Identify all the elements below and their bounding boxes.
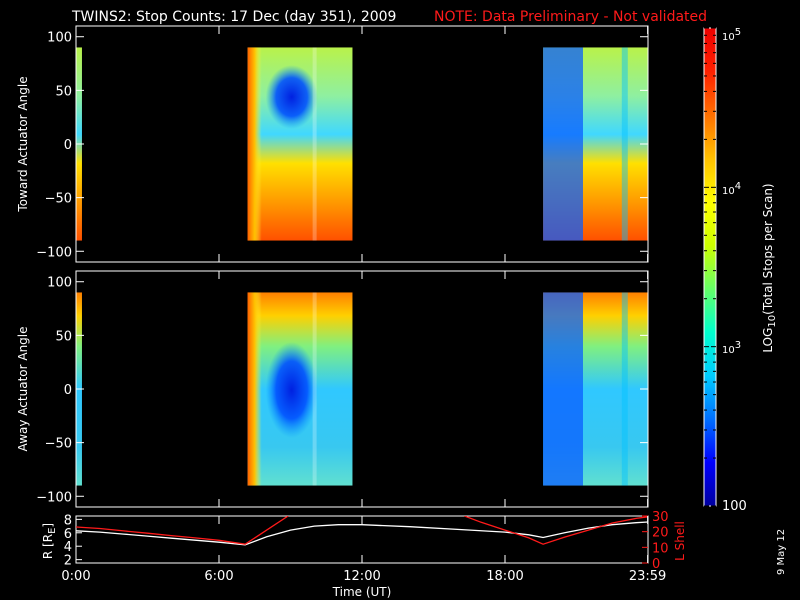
chart-title: TWINS2: Stop Counts: 17 Dec (day 351), 2… bbox=[71, 9, 396, 25]
heatmap-edge-band bbox=[247, 292, 262, 486]
orbit-left-axis-label: R [RE] bbox=[41, 523, 58, 559]
toward-x-ticks bbox=[75, 26, 649, 262]
y-tick-label: 0 bbox=[64, 383, 72, 398]
heatmap-stripe bbox=[312, 292, 317, 486]
x-tick-label: 0:00 bbox=[61, 569, 90, 584]
toward-y-axis-label: Toward Actuator Angle bbox=[16, 76, 30, 212]
y-tick-label: 50 bbox=[55, 329, 72, 344]
away-x-ticks bbox=[75, 271, 649, 507]
colorbar-tick-1e4: 104 bbox=[722, 181, 741, 197]
preliminary-note: NOTE: Data Preliminary - Not validated bbox=[434, 9, 707, 25]
heatmap-low-count-region bbox=[265, 342, 318, 438]
heatmap-stripe bbox=[621, 47, 628, 241]
x-tick-label: 12:00 bbox=[343, 569, 380, 584]
y-tick-label: 50 bbox=[55, 84, 72, 99]
y-tick-label: −50 bbox=[45, 192, 72, 207]
y-tick-label: −50 bbox=[45, 437, 72, 452]
toward-y-ticks: 100 50 0 −50 −100 bbox=[36, 31, 648, 260]
right-tick-label: 10 bbox=[652, 541, 669, 556]
colorbar-label: LOG10(Total Stops per Scan) bbox=[761, 183, 778, 352]
colorbar: 105 104 103 100 LOG10(Total Stops per Sc… bbox=[703, 27, 778, 514]
colorbar-tick-100: 100 bbox=[722, 499, 747, 514]
radius-line bbox=[76, 521, 648, 546]
colorbar-tick-1e5: 105 bbox=[722, 27, 741, 43]
y-tick-label: −100 bbox=[36, 490, 72, 505]
x-axis-label: Time (UT) bbox=[332, 585, 392, 599]
y-tick-label: −100 bbox=[36, 245, 72, 260]
right-tick-label: 30 bbox=[652, 510, 669, 525]
heatmap-stripe bbox=[312, 47, 317, 241]
toward-heatmap bbox=[76, 47, 648, 241]
y-tick-label: 100 bbox=[47, 276, 72, 291]
x-tick-label: 18:00 bbox=[486, 569, 523, 584]
x-tick-label: 6:00 bbox=[204, 569, 233, 584]
x-tick-label: 23:59 bbox=[629, 569, 666, 584]
left-tick-label: 4 bbox=[64, 540, 72, 555]
heatmap-stripe bbox=[621, 292, 628, 486]
away-heatmap bbox=[76, 292, 648, 486]
orbit-x-ticks: 0:00 6:00 12:00 18:00 23:59 bbox=[61, 516, 666, 584]
heatmap-low-count-region bbox=[265, 65, 318, 129]
toward-angle-panel: 100 50 0 −50 −100 Toward Actuator Angle bbox=[16, 25, 649, 263]
colorbar-tick-1e3: 103 bbox=[722, 340, 741, 356]
orbit-lines bbox=[76, 516, 648, 546]
heatmap-edge-band bbox=[247, 47, 262, 241]
away-y-axis-label: Away Actuator Angle bbox=[16, 326, 30, 451]
date-stamp: 9 May 12 bbox=[776, 529, 787, 575]
away-angle-panel: 100 50 0 −50 −100 Away Actuator Angle bbox=[16, 270, 649, 508]
y-tick-label: 0 bbox=[64, 138, 72, 153]
left-tick-label: 6 bbox=[64, 527, 72, 542]
right-tick-label: 0 bbox=[652, 557, 660, 572]
l-shell-line bbox=[76, 516, 289, 545]
right-tick-label: 20 bbox=[652, 526, 669, 541]
colorbar-ticks bbox=[704, 27, 716, 507]
away-y-ticks: 100 50 0 −50 −100 bbox=[36, 276, 648, 505]
left-tick-label: 8 bbox=[64, 513, 72, 528]
heatmap-low-count-region bbox=[543, 292, 583, 486]
orbit-right-axis-label: L Shell bbox=[673, 521, 687, 561]
l-shell-line bbox=[464, 516, 648, 545]
colorbar-scale bbox=[703, 27, 717, 507]
heatmap-low-count-region bbox=[543, 47, 583, 241]
left-tick-label: 2 bbox=[64, 554, 72, 569]
y-tick-label: 100 bbox=[47, 31, 72, 46]
